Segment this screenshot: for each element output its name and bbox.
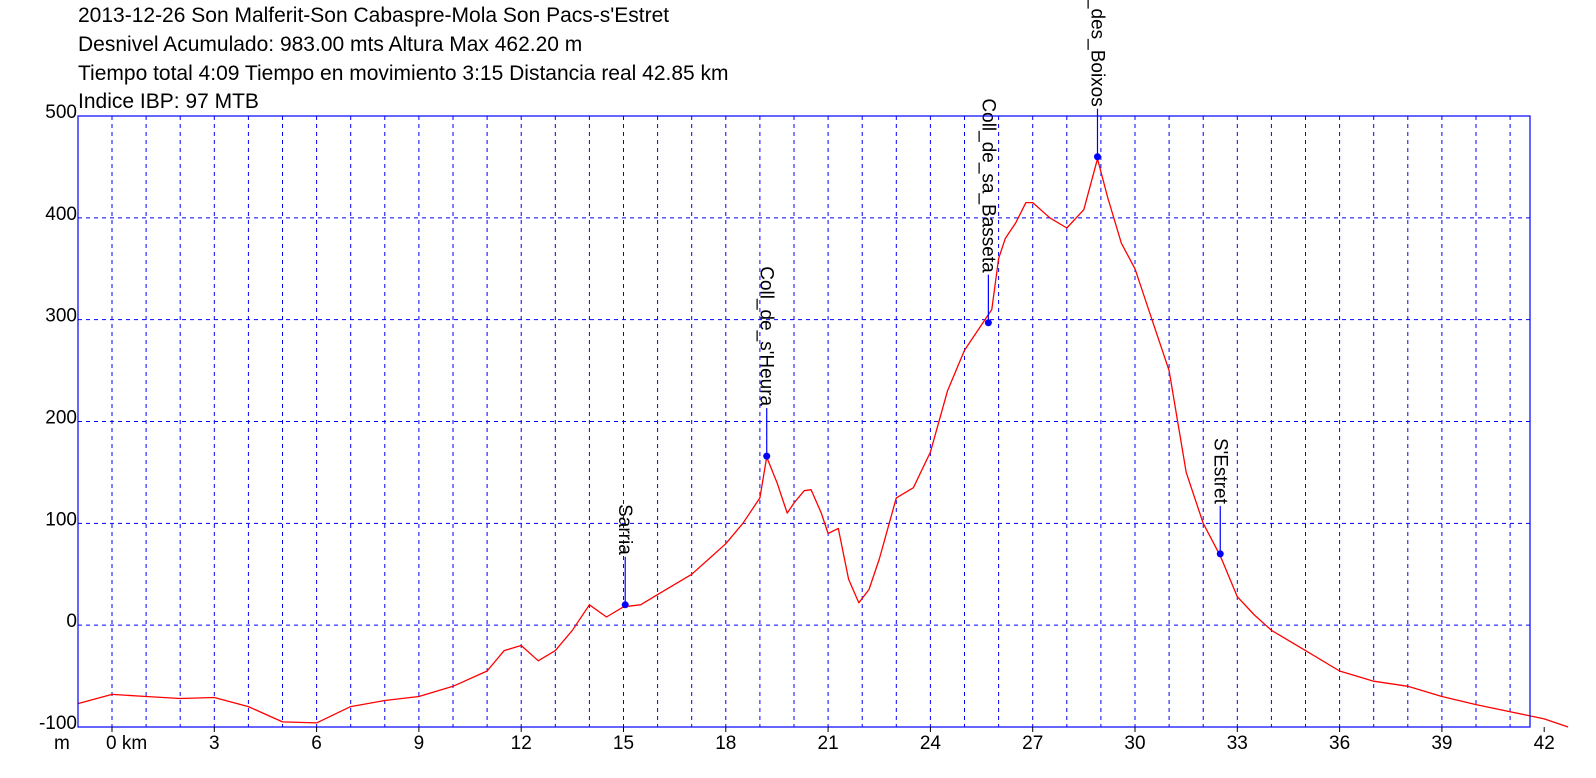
waypoint-label: Coll_de_s'Heura: [756, 266, 777, 406]
profile-series: [77, 158, 1569, 728]
x-tick-label: 0 km: [106, 733, 147, 754]
y-tick-label: 100: [45, 509, 77, 530]
x-tick-label: 24: [920, 733, 942, 754]
x-tick-label: 15: [613, 733, 634, 754]
waypoints: Sarria Coll_de_s'Heura Coll_de_sa_Basseta P…: [614, 0, 1230, 609]
waypoint-marker: [1216, 550, 1224, 558]
ibp-index: Indice IBP: 97 MTB: [78, 90, 259, 113]
y-tick-label: 200: [45, 408, 77, 429]
y-tick-label: 500: [45, 102, 77, 123]
x-tick-label: 30: [1124, 733, 1145, 754]
y-axis-label: m: [54, 733, 70, 754]
elevation-summary: Desnivel Acumulado: 983.00 mts Altura Ma…: [78, 33, 583, 56]
x-tick-label: 6: [311, 733, 322, 754]
x-tick-label: 9: [414, 733, 425, 754]
chart-title: 2013-12-26 Son Malferit-Son Cabaspre-Mol…: [78, 4, 670, 27]
waypoint-marker: [763, 452, 771, 460]
waypoint-label: Sarria: [614, 504, 635, 555]
x-tick-label: 21: [818, 733, 839, 754]
y-tick-label: -100: [39, 713, 77, 734]
waypoint: Sarria: [614, 504, 635, 609]
y-tick-label: 0: [66, 611, 77, 632]
waypoint-label: S'Estret: [1209, 438, 1230, 505]
x-tick-label: 36: [1329, 733, 1350, 754]
waypoint: Coll_de_sa_Basseta: [977, 98, 998, 327]
x-tick-label: 18: [715, 733, 736, 754]
elevation-line: [77, 158, 1569, 728]
y-tick-label: 400: [45, 204, 77, 225]
x-tick-label: 42: [1534, 733, 1555, 754]
y-tick-label: 300: [45, 306, 77, 327]
waypoint: Coll_de_s'Heura: [756, 266, 777, 460]
waypoint-marker: [1093, 153, 1101, 161]
waypoint: Puig_des_Boixos: [1086, 0, 1107, 161]
y-axis: -100 0 100 200 300 400 500: [39, 102, 77, 734]
waypoint-marker: [621, 601, 629, 609]
x-tick-label: 27: [1022, 733, 1043, 754]
x-tick-label: 12: [511, 733, 532, 754]
x-tick-label: 33: [1227, 733, 1248, 754]
x-tick-label: 39: [1431, 733, 1452, 754]
grid: [78, 116, 1530, 727]
x-tick-label: 3: [209, 733, 220, 754]
waypoint-label: Coll_de_sa_Basseta: [977, 98, 998, 273]
waypoint-marker: [984, 319, 992, 327]
waypoint-label: Puig_des_Boixos: [1086, 0, 1107, 107]
time-distance-summary: Tiempo total 4:09 Tiempo en movimiento 3…: [78, 62, 729, 85]
plot-frame: [77, 115, 1531, 728]
x-axis: 0 km 3 6 9 12 15 18 21 24 27 30 33 36 39 42: [106, 727, 1555, 754]
waypoint: S'Estret: [1209, 438, 1230, 558]
